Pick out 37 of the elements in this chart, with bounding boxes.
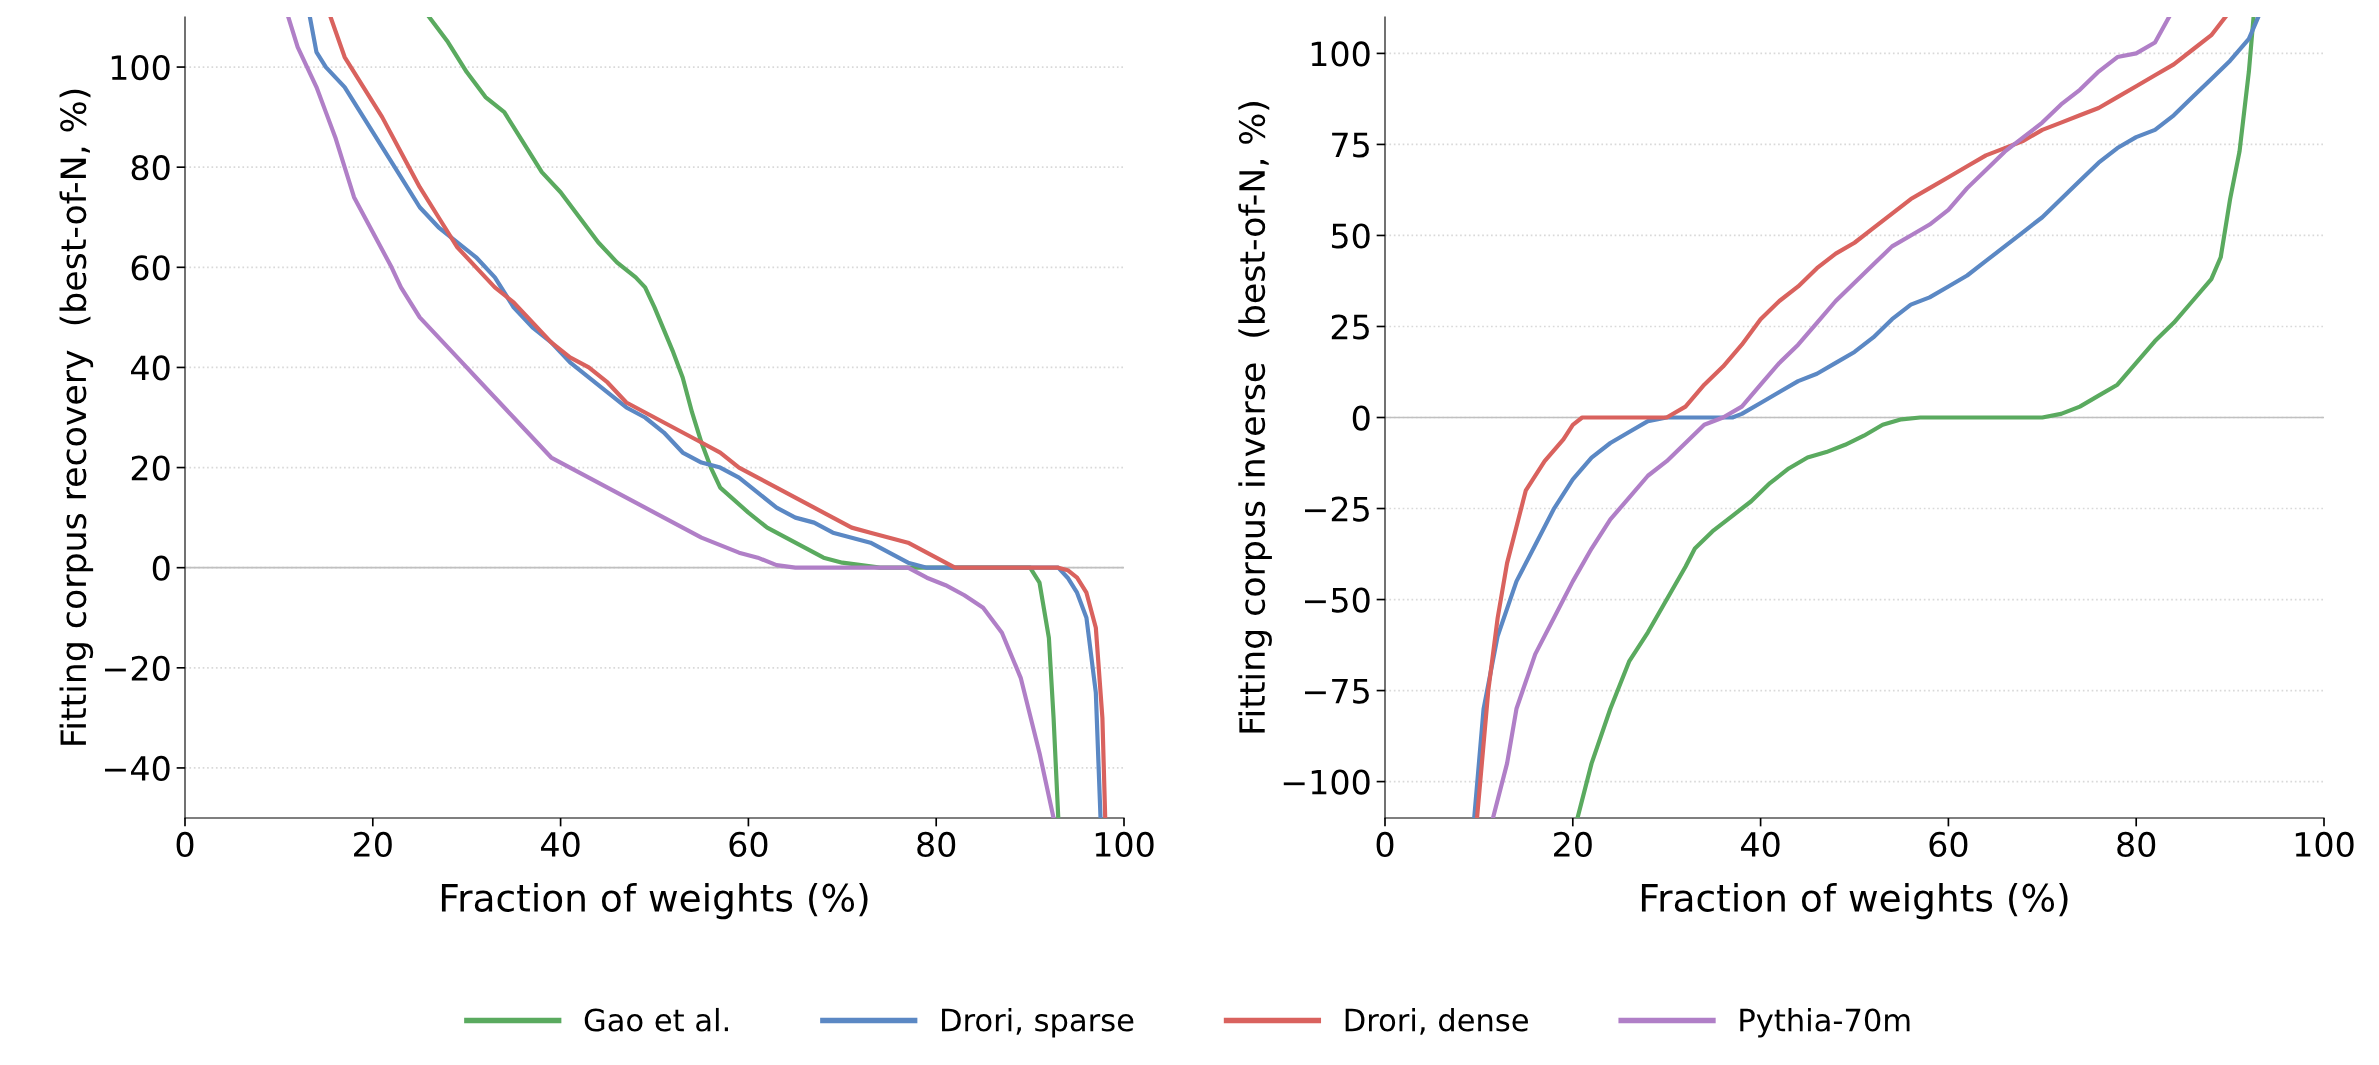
- y-tick-label: −40: [104, 755, 170, 782]
- y-tick-label: 50: [1331, 223, 1370, 249]
- x-tick-label: 20: [354, 831, 392, 857]
- x-axis-title: Fraction of weights (%): [1641, 882, 2068, 920]
- x-tick-label: 80: [917, 831, 956, 857]
- x-tick-label: 60: [729, 831, 768, 857]
- y-tick-label: 75: [1332, 132, 1369, 158]
- legend-label: Drori, sparse: [942, 1007, 1134, 1038]
- y-tick-label: −20: [104, 655, 170, 681]
- y-tick-label: 100: [1311, 41, 1370, 67]
- y-tick-label: 80: [131, 155, 170, 181]
- x-tick-label: 100: [1095, 831, 1154, 857]
- legend-label: Gao et al.: [584, 1007, 728, 1032]
- x-tick-label: 80: [2117, 831, 2156, 857]
- y-tick-label: −100: [1283, 769, 1370, 795]
- y-tick-label: 25: [1331, 314, 1369, 340]
- y-tick-label: 0: [152, 555, 170, 581]
- x-tick-label: 40: [1741, 831, 1780, 857]
- y-tick-label: 60: [131, 255, 170, 281]
- y-tick-label: −50: [1304, 587, 1370, 613]
- x-tick-label: 60: [1929, 831, 1968, 857]
- y-tick-label: −75: [1304, 678, 1369, 704]
- legend-label: Pythia-70m: [1740, 1007, 1910, 1038]
- x-tick-label: 0: [1376, 831, 1394, 857]
- y-tick-label: 40: [131, 355, 170, 381]
- legend-label: Drori, dense: [1345, 1007, 1528, 1035]
- y-axis-title: Fitting corpus inverse (best-of-N, %): [1238, 102, 1272, 733]
- x-tick-label: 100: [2295, 831, 2354, 857]
- y-tick-label: −25: [1304, 496, 1369, 522]
- y-tick-label: 20: [131, 455, 170, 481]
- x-axis-title: Fraction of weights (%): [441, 882, 868, 920]
- y-axis-title: Fitting corpus recovery (best-of-N, %): [59, 89, 94, 745]
- x-tick-label: 0: [176, 831, 194, 857]
- y-tick-label: 0: [1352, 405, 1370, 431]
- y-tick-label: 100: [111, 54, 170, 81]
- x-tick-label: 20: [1554, 831, 1592, 857]
- x-tick-label: 40: [541, 831, 580, 857]
